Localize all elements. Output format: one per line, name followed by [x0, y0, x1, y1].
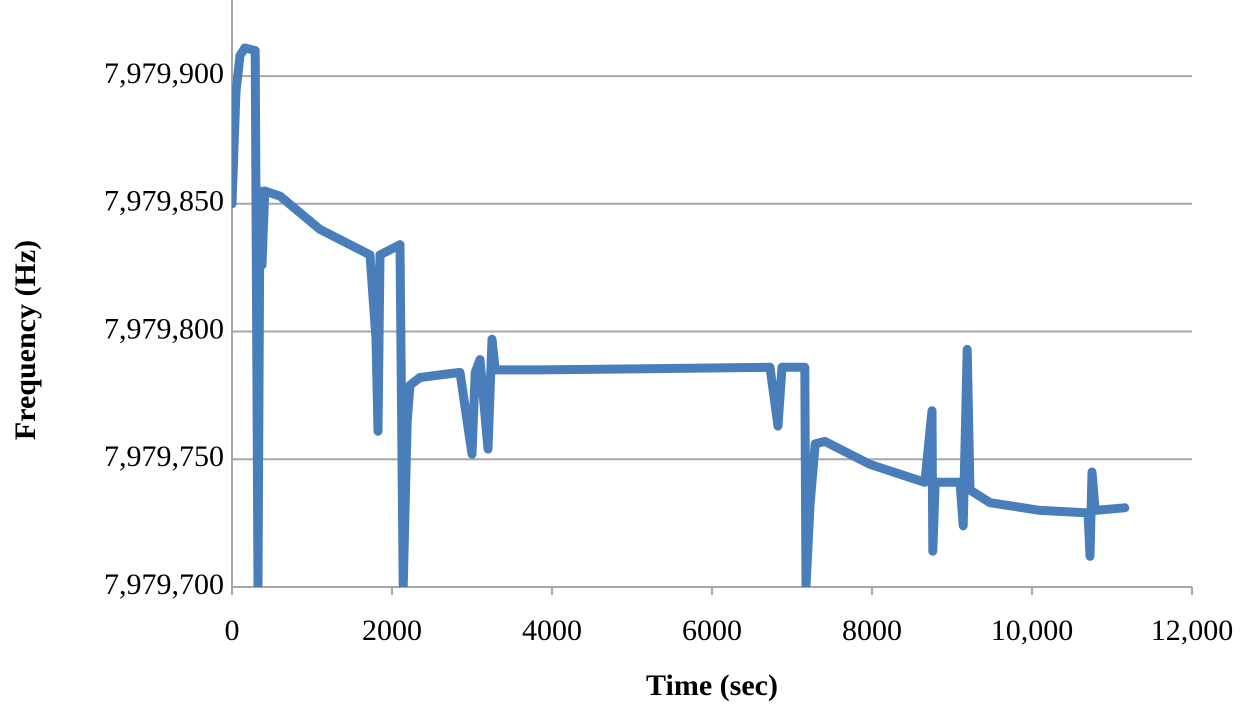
x-tick-label: 8000 — [842, 614, 902, 647]
line-series — [232, 43, 1130, 587]
x-tick-label: 10,000 — [991, 614, 1074, 647]
x-tick-label: 2000 — [362, 614, 422, 647]
y-axis-label: Frequency (Hz) — [9, 240, 42, 440]
y-tick-label: 7,979,750 — [104, 440, 224, 473]
y-tick-label: 7,979,700 — [104, 568, 224, 601]
x-tick-label: 0 — [225, 614, 240, 647]
x-tick-label: 4000 — [522, 614, 582, 647]
x-tick-label: 12,000 — [1151, 614, 1234, 647]
x-axis-label: Time (sec) — [646, 669, 778, 702]
y-tick-label: 7,979,850 — [104, 185, 224, 218]
x-tick-label: 6000 — [682, 614, 742, 647]
y-tick-label: 7,979,800 — [104, 312, 224, 345]
y-tick-label: 7,979,900 — [104, 57, 224, 90]
